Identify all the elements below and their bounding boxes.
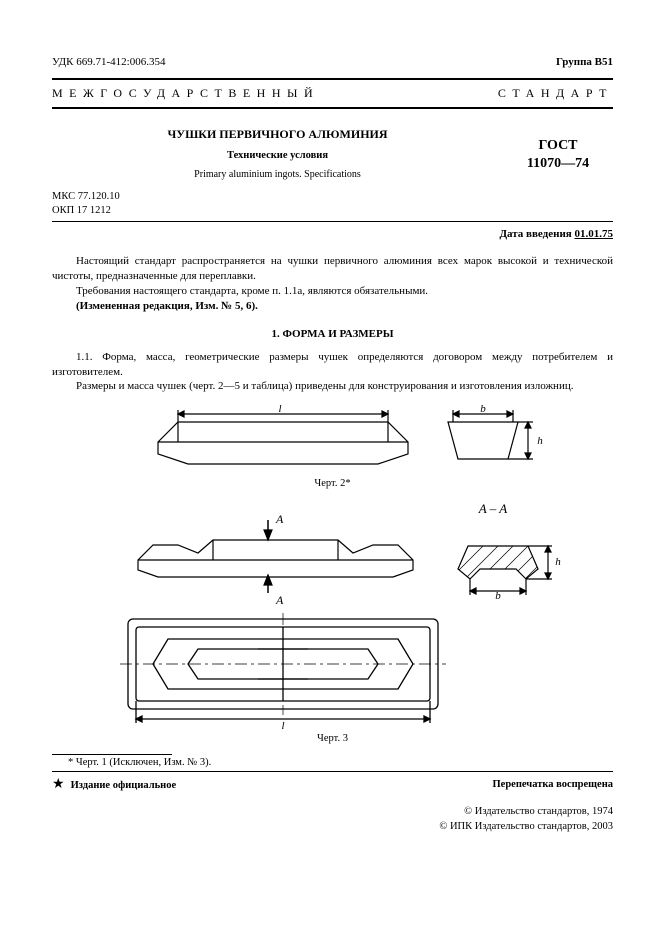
dim-l3: l — [281, 720, 284, 729]
dim-b: b — [480, 404, 486, 415]
footnote-text: * Черт. 1 (Исключен, Изм. № 3). — [52, 757, 613, 768]
dim-h: h — [537, 435, 543, 447]
okp-code: ОКП 17 1212 — [52, 204, 613, 218]
reprint-forbidden: Перепечатка воспрещена — [493, 779, 613, 790]
gost-num: 11070—74 — [503, 155, 613, 173]
page: УДК 669.71-412:006.354 Группа В51 МЕЖГОС… — [0, 0, 661, 865]
title-ru: ЧУШКИ ПЕРВИЧНОГО АЛЮМИНИЯ — [52, 127, 503, 142]
copyright-1: © Издательство стандартов, 1974 — [52, 805, 613, 820]
group-code: Группа В51 — [556, 56, 613, 68]
classification-codes: МКС 77.120.10 ОКП 17 1212 — [52, 190, 613, 217]
title-block: ЧУШКИ ПЕРВИЧНОГО АЛЮМИНИЯ Технические ус… — [52, 127, 613, 180]
section-A-top: A — [275, 512, 284, 526]
figure-3: A – A A A — [52, 499, 613, 729]
divider — [52, 771, 613, 772]
paragraph: Размеры и масса чушек (черт. 2—5 и табли… — [52, 379, 613, 394]
intro-text: Настоящий стандарт распространяется на ч… — [52, 254, 613, 313]
copyright-2: © ИПК Издательство стандартов, 2003 — [52, 820, 613, 835]
gost-number: ГОСТ 11070—74 — [503, 127, 613, 180]
footnote-rule — [52, 754, 172, 755]
section-label: A – A — [477, 501, 506, 516]
paragraph: Настоящий стандарт распространяется на ч… — [52, 254, 613, 284]
figure-2: l b h — [52, 404, 613, 474]
dim-h3: h — [555, 556, 561, 568]
header-classifiers: УДК 669.71-412:006.354 Группа В51 — [52, 56, 613, 68]
paragraph: 1.1. Форма, масса, геометрические размер… — [52, 350, 613, 380]
edition-official: ★Издание официальное — [52, 776, 176, 793]
footer-row: ★Издание официальное Перепечатка воспрещ… — [52, 776, 613, 793]
interstate-standard-label: МЕЖГОСУДАРСТВЕННЫЙ СТАНДАРТ — [52, 78, 613, 109]
intro-date: Дата введения 01.01.75 — [52, 228, 613, 240]
section-1-heading: 1. ФОРМА И РАЗМЕРЫ — [52, 328, 613, 340]
copyright-block: © Издательство стандартов, 1974 © ИПК Из… — [52, 805, 613, 834]
divider — [52, 221, 613, 222]
title-en: Primary aluminium ingots. Specifications — [52, 169, 503, 180]
udk-code: УДК 669.71-412:006.354 — [52, 56, 166, 68]
subtitle: Технические условия — [52, 150, 503, 161]
mks-code: МКС 77.120.10 — [52, 190, 613, 204]
figure-3-caption: Черт. 3 — [52, 733, 613, 744]
figure-2-caption: Черт. 2* — [52, 478, 613, 489]
section-A-bottom: A — [275, 593, 284, 607]
dim-l: l — [278, 404, 281, 415]
paragraph: Требования настоящего стандарта, кроме п… — [52, 284, 613, 299]
section-1-text: 1.1. Форма, масса, геометрические размер… — [52, 350, 613, 395]
dim-b3: b — [495, 590, 501, 602]
paragraph: (Измененная редакция, Изм. № 5, 6). — [52, 299, 613, 314]
gost-label: ГОСТ — [503, 137, 613, 155]
